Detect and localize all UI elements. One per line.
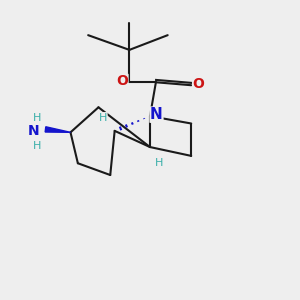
Text: H: H: [154, 158, 163, 168]
Polygon shape: [45, 127, 70, 132]
Text: O: O: [116, 74, 128, 88]
Text: H: H: [99, 112, 107, 123]
Text: H: H: [33, 142, 41, 152]
Text: N: N: [28, 124, 40, 138]
Text: N: N: [150, 107, 163, 122]
Text: H: H: [33, 113, 41, 123]
Text: O: O: [193, 77, 205, 91]
